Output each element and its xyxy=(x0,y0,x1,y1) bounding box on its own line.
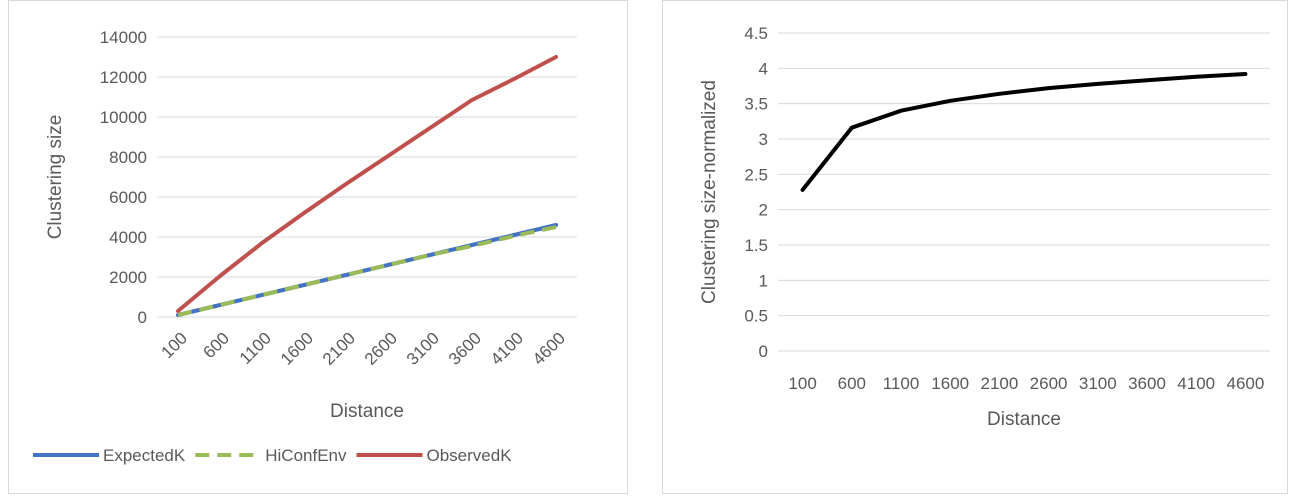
x-tick-label: 4600 xyxy=(529,329,569,369)
x-tick-label: 3100 xyxy=(1079,374,1117,393)
clustering-size-chart: 0 2000 4000 6000 8000 10000 12000 14000 100 600 11… xyxy=(33,28,577,465)
x-tick-label: 1600 xyxy=(277,329,317,369)
x-tick-label: 1100 xyxy=(883,374,920,393)
y-tick-label: 4 xyxy=(759,59,768,78)
x-axis-title: Distance xyxy=(987,409,1061,430)
legend-label: ObservedK xyxy=(427,446,513,465)
x-tick-label: 2600 xyxy=(361,329,401,369)
x-tick-label: 4600 xyxy=(1226,374,1264,393)
y-tick-label: 4000 xyxy=(109,228,147,247)
x-tick-label: 3600 xyxy=(445,329,485,369)
series-line-expectedk xyxy=(176,223,558,317)
y-tick-label: 2000 xyxy=(109,268,147,287)
y-tick-label: 1 xyxy=(759,271,768,290)
clustering-size-normalized-chart: 0 0.5 1 1.5 2 2.5 3 3.5 4 4.5 100 600 1100 1600 2100 26… xyxy=(699,24,1270,430)
y-tick-label: 12000 xyxy=(100,68,147,87)
y-tick-label: 10000 xyxy=(100,108,147,127)
series-line-observedk xyxy=(176,55,558,313)
x-tick-label: 2100 xyxy=(980,374,1018,393)
x-tick-label: 100 xyxy=(158,329,191,362)
x-tick-label: 100 xyxy=(788,374,816,393)
legend-label: ExpectedK xyxy=(103,446,186,465)
y-tick-label: 3.5 xyxy=(744,95,768,114)
y-tick-label: 8000 xyxy=(109,148,147,167)
legend-label: HiConfEnv xyxy=(265,446,347,465)
y-tick-label: 3 xyxy=(759,130,768,149)
x-tick-label: 2600 xyxy=(1030,374,1068,393)
y-tick-label: 2.5 xyxy=(744,165,768,184)
x-tick-label: 1600 xyxy=(931,374,969,393)
x-tick-label: 3600 xyxy=(1128,374,1166,393)
y-tick-label: 0.5 xyxy=(744,307,768,326)
x-tick-label: 600 xyxy=(838,374,866,393)
series-line-normalized xyxy=(800,72,1248,192)
x-tick-label: 4100 xyxy=(487,329,527,369)
y-tick-label: 6000 xyxy=(109,188,147,207)
y-axis-title: Clustering size-normalized xyxy=(699,80,720,304)
y-tick-label: 1.5 xyxy=(744,236,768,255)
x-tick-label: 3100 xyxy=(403,329,443,369)
y-tick-label: 0 xyxy=(138,308,147,327)
x-tick-label: 4100 xyxy=(1177,374,1215,393)
x-tick-label: 1100 xyxy=(236,329,275,368)
y-axis-title: Clustering size xyxy=(45,115,66,240)
x-tick-label: 2100 xyxy=(319,329,359,369)
chart-panel-left: 0 2000 4000 6000 8000 10000 12000 14000 100 600 11… xyxy=(8,0,628,494)
y-tick-label: 2 xyxy=(759,201,768,220)
y-tick-label: 14000 xyxy=(100,28,147,47)
y-tick-label: 0 xyxy=(759,342,768,361)
chart-panel-right: 0 0.5 1 1.5 2 2.5 3 3.5 4 4.5 100 600 1100 1600 2100 26… xyxy=(662,0,1288,494)
y-tick-label: 4.5 xyxy=(744,24,768,43)
x-tick-label: 600 xyxy=(200,329,233,362)
x-axis-title: Distance xyxy=(330,401,404,422)
